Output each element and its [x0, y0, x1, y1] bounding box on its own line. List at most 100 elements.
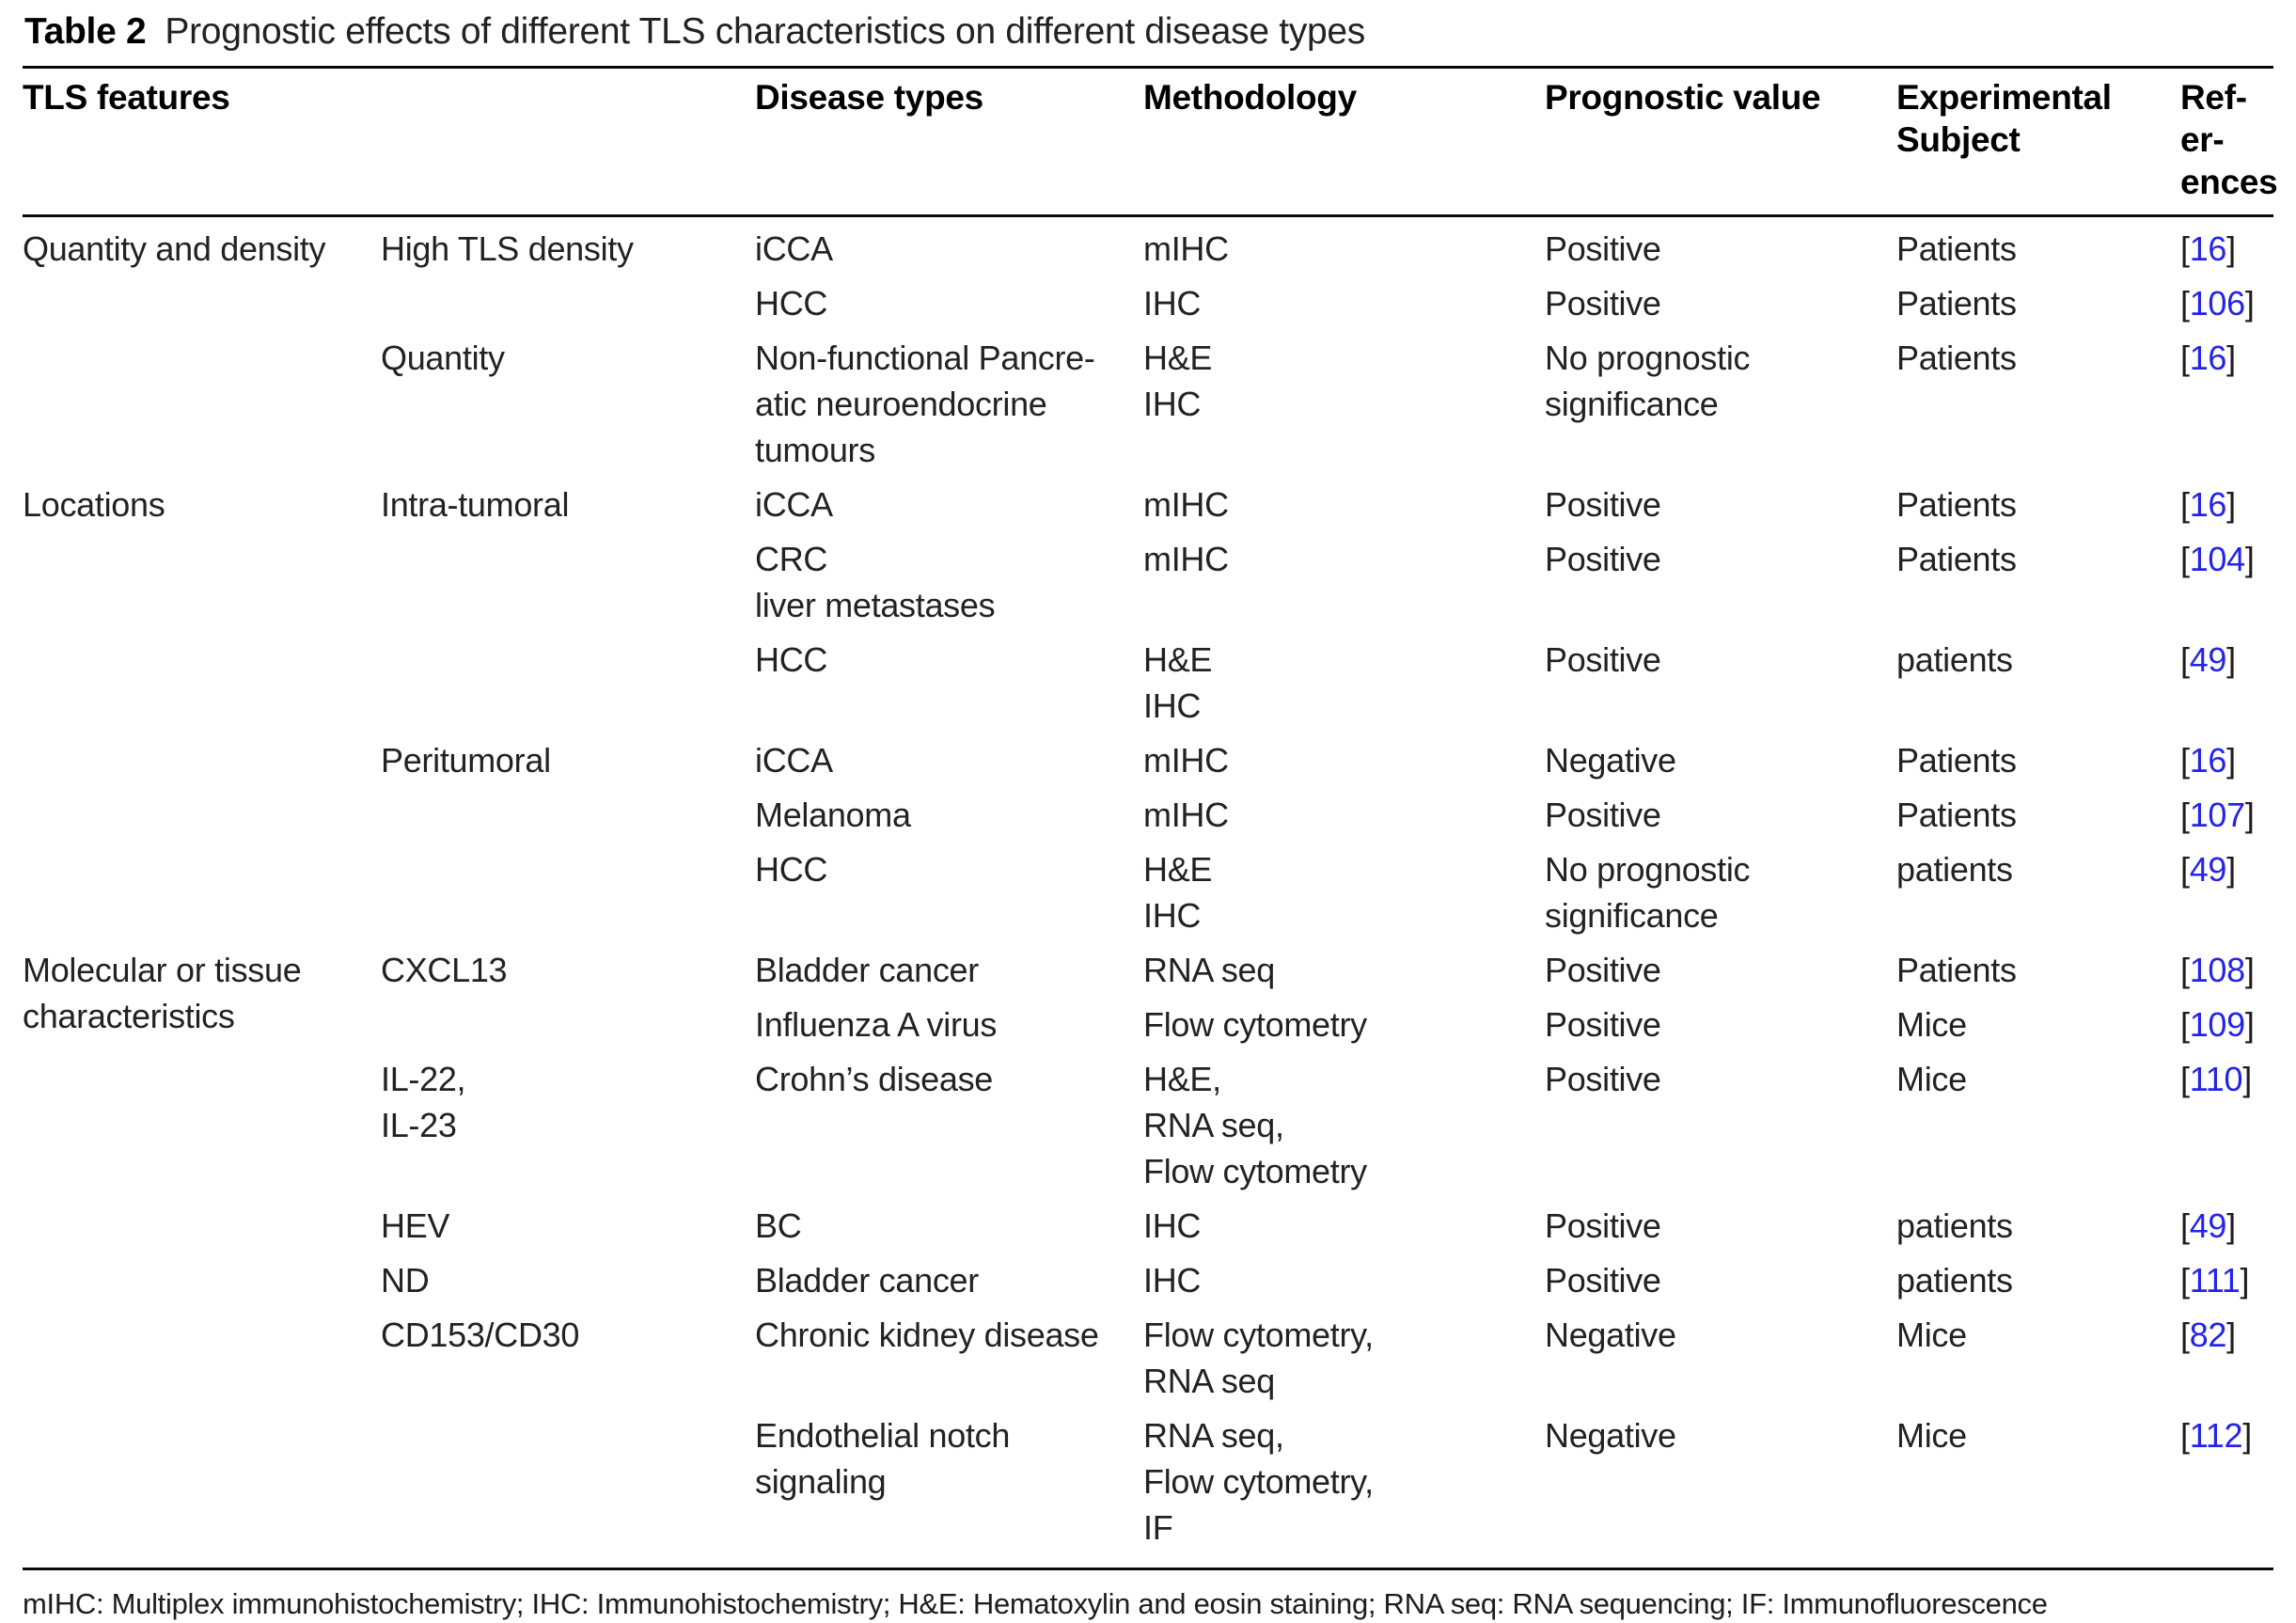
cell-subfeature: IL-22, IL-23: [381, 1060, 466, 1144]
table-row: Quantity Non-functional Pancre- atic neu…: [23, 326, 2273, 473]
cell-subject: patients: [1896, 640, 2013, 679]
cell-feature: Locations: [23, 485, 165, 524]
col-header-tls-features: TLS features: [23, 69, 381, 217]
reference-bracket: [: [2180, 1206, 2190, 1245]
reference-link[interactable]: 49: [2189, 640, 2227, 679]
reference-bracket: [: [2180, 284, 2190, 323]
cell-methodology: H&E IHC: [1143, 339, 1213, 423]
cell-prognostic: Positive: [1545, 1005, 1661, 1044]
cell-methodology: IHC: [1143, 1206, 1202, 1245]
table-row: Molecular or tissue characteristics CXCL…: [23, 938, 2273, 1035]
cell-prognostic: Positive: [1545, 540, 1661, 578]
reference-bracket: [: [2180, 339, 2190, 377]
reference-bracket: [: [2180, 951, 2190, 989]
cell-disease: CRC liver metastases: [755, 540, 996, 624]
cell-prognostic: No prognostic significance: [1545, 339, 1751, 423]
cell-methodology: RNA seq: [1143, 951, 1275, 989]
table-row: ND Bladder cancer IHC Positive patients …: [23, 1249, 2273, 1303]
cell-reference: [82]: [2180, 1303, 2273, 1404]
reference-link[interactable]: 110: [2189, 1060, 2243, 1098]
cell-methodology: mIHC: [1143, 229, 1229, 268]
cell-disease: Crohn’s disease: [755, 1060, 993, 1098]
cell-subfeature: [381, 838, 755, 938]
cell-disease: Bladder cancer: [755, 951, 979, 989]
cell-subfeature: [381, 628, 755, 729]
cell-prognostic: Positive: [1545, 1060, 1661, 1098]
reference-link[interactable]: 109: [2189, 1005, 2245, 1044]
cell-methodology: Flow cytometry, RNA seq: [1143, 1316, 1374, 1400]
col-header-disease-types: Disease types: [755, 69, 1143, 217]
reference-link[interactable]: 16: [2189, 485, 2227, 524]
cell-reference: [16]: [2180, 216, 2273, 273]
cell-reference: [104]: [2180, 528, 2273, 628]
reference-link[interactable]: 111: [2189, 1261, 2241, 1300]
cell-reference: [16]: [2180, 326, 2273, 473]
cell-prognostic: Positive: [1545, 640, 1661, 679]
cell-disease: Influenza A virus: [755, 1005, 998, 1044]
reference-link[interactable]: 108: [2189, 951, 2245, 989]
reference-link[interactable]: 107: [2189, 796, 2245, 834]
cell-methodology: mIHC: [1143, 540, 1229, 578]
table-row: Locations Intra-tumoral iCCA mIHC Positi…: [23, 473, 2273, 528]
cell-subfeature: CXCL13: [381, 951, 508, 989]
cell-subfeature: [381, 993, 755, 1048]
cell-disease: iCCA: [755, 485, 833, 524]
reference-link[interactable]: 106: [2189, 284, 2245, 323]
reference-bracket: ]: [2244, 284, 2255, 323]
cell-subject: Patients: [1896, 229, 2017, 268]
cell-disease: HCC: [755, 640, 828, 679]
table-caption: Prognostic effects of different TLS char…: [165, 11, 1365, 52]
reference-bracket: ]: [2226, 741, 2236, 780]
reference-bracket: ]: [2242, 1416, 2252, 1455]
table-row: Peritumoral iCCA mIHC Negative Patients …: [23, 729, 2273, 783]
cell-reference: [111]: [2180, 1249, 2273, 1303]
cell-methodology: mIHC: [1143, 741, 1229, 780]
reference-bracket: [: [2180, 540, 2190, 578]
reference-link[interactable]: 82: [2189, 1316, 2227, 1354]
cell-reference: [49]: [2180, 628, 2273, 729]
reference-link[interactable]: 49: [2189, 1206, 2227, 1245]
reference-bracket: [: [2180, 741, 2190, 780]
reference-bracket: ]: [2226, 640, 2236, 679]
cell-subject: Patients: [1896, 540, 2017, 578]
reference-bracket: ]: [2226, 850, 2236, 889]
cell-subfeature: [381, 272, 755, 326]
cell-subfeature: ND: [381, 1261, 430, 1300]
cell-reference: [112]: [2180, 1404, 2273, 1569]
reference-link[interactable]: 16: [2189, 741, 2227, 780]
reference-link[interactable]: 104: [2189, 540, 2245, 578]
table-row: CD153/CD30 Chronic kidney disease Flow c…: [23, 1303, 2273, 1404]
table-row: HEV BC IHC Positive patients [49]: [23, 1194, 2273, 1249]
reference-bracket: [: [2180, 1316, 2190, 1354]
reference-link[interactable]: 49: [2189, 850, 2227, 889]
cell-subject: patients: [1896, 1206, 2013, 1245]
cell-reference: [49]: [2180, 1194, 2273, 1249]
cell-subfeature: Intra-tumoral: [381, 485, 570, 524]
reference-link[interactable]: 112: [2189, 1416, 2243, 1455]
reference-link[interactable]: 16: [2189, 229, 2227, 268]
cell-prognostic: Positive: [1545, 284, 1661, 323]
table-footnote: mIHC: Multiplex immunohistochemistry; IH…: [23, 1587, 2048, 1620]
cell-prognostic: Negative: [1545, 1316, 1676, 1354]
cell-methodology: H&E IHC: [1143, 850, 1213, 935]
col-header-blank: [381, 69, 755, 217]
reference-bracket: [: [2180, 485, 2190, 524]
cell-subject: Mice: [1896, 1416, 1967, 1455]
cell-disease: Endothelial notch signaling: [755, 1416, 1011, 1501]
cell-subject: Mice: [1896, 1316, 1967, 1354]
cell-prognostic: No prognostic significance: [1545, 850, 1751, 935]
reference-link[interactable]: 16: [2189, 339, 2227, 377]
cell-disease: Non-functional Pancre- atic neuroendocri…: [755, 339, 1095, 469]
cell-feature: Quantity and density: [23, 229, 326, 268]
cell-prognostic: Positive: [1545, 951, 1661, 989]
col-header-methodology: Methodology: [1143, 69, 1545, 217]
reference-bracket: ]: [2244, 1005, 2255, 1044]
cell-disease: HCC: [755, 284, 828, 323]
table-row: IL-22, IL-23 Crohn’s disease H&E, RNA se…: [23, 1048, 2273, 1194]
cell-prognostic: Positive: [1545, 229, 1661, 268]
reference-bracket: ]: [2226, 1206, 2236, 1245]
cell-disease: HCC: [755, 850, 828, 889]
cell-subject: patients: [1896, 850, 2013, 889]
cell-subject: Patients: [1896, 284, 2017, 323]
reference-bracket: [: [2180, 850, 2190, 889]
